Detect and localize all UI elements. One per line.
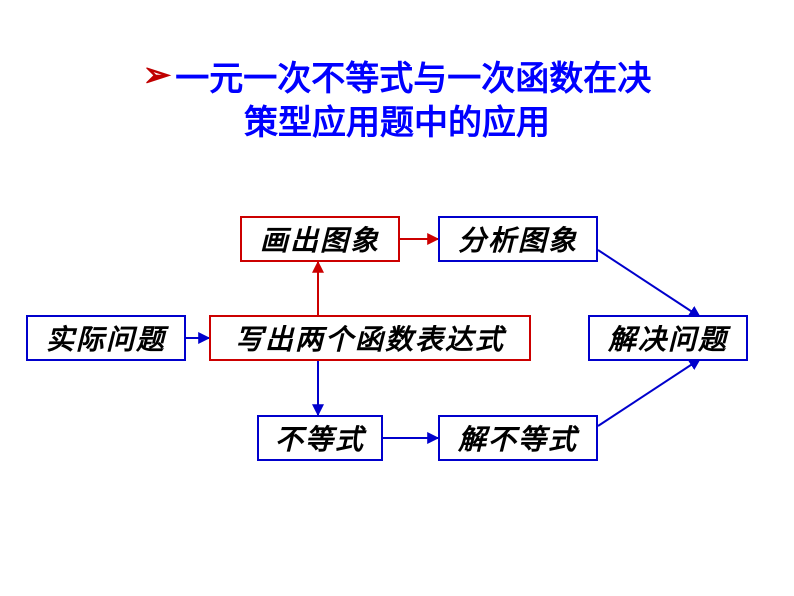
flowchart-node-n6: 解不等式 [438,415,598,461]
flowchart-node-n1: 实际问题 [26,315,186,361]
title-line2: 策型应用题中的应用 [244,105,550,142]
flowchart-node-n3: 画出图象 [240,216,400,262]
title-line1: 一元一次不等式与一次函数在决 [175,61,651,98]
flowchart-edge [598,359,700,426]
flowchart-node-n2: 写出两个函数表达式 [209,315,531,361]
flowchart-node-n7: 解决问题 [588,315,748,361]
flowchart-node-n4: 分析图象 [438,216,598,262]
slide-title: ➢一元一次不等式与一次函数在决 策型应用题中的应用 [0,58,794,146]
flowchart-node-n5: 不等式 [257,415,383,461]
title-bullet: ➢ [143,58,172,92]
flowchart-edge [598,250,700,317]
